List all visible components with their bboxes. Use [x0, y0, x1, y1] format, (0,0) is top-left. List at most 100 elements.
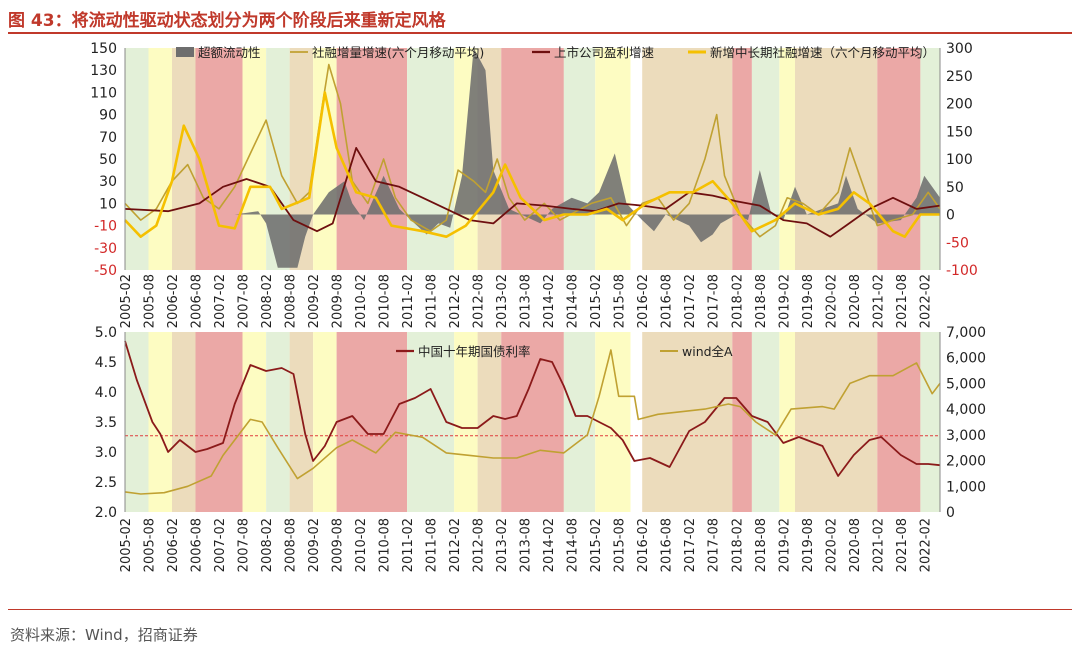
- top-legend: 超额流动性 社融增量增速(六个月移动平均) 上市公司盈利增速 新增中长期社融增速（六个…: [176, 45, 935, 60]
- bottom-regime-band-green: [563, 332, 596, 512]
- bottom-x-tick-label: 2012-02: [448, 518, 463, 572]
- top-x-tick-label: 2006-02: [166, 274, 181, 328]
- bottom-regime-band-yellow: [242, 332, 266, 512]
- top-x-tick-label: 2005-02: [119, 274, 134, 328]
- bottom-x-tick-label: 2016-08: [660, 518, 675, 572]
- bottom-series-line: [124, 349, 941, 495]
- bottom-regime-band-tan: [477, 332, 502, 512]
- top-left-tick-label: 110: [90, 85, 117, 101]
- bottom-regime-band-green: [920, 332, 940, 512]
- top-x-tick-label: 2015-08: [613, 274, 628, 328]
- bottom-x-tick-label: 2016-02: [636, 518, 651, 572]
- bottom-regime-band-yellow: [454, 332, 478, 512]
- bottom-axes: 5.0 4.5 4.0 3.5 3.0 2.5 2.0 7,000 6,000 5,000 4,00…: [95, 325, 986, 572]
- bottom-right-tick-label: 6,000: [946, 351, 986, 367]
- top-regime-band-green: [751, 48, 780, 270]
- bottom-x-tick-label: 2021-08: [895, 518, 910, 572]
- top-right-tick-label: 50: [946, 180, 964, 196]
- top-x-tick-label: 2011-08: [425, 274, 440, 328]
- bottom-x-tick-label: 2012-08: [472, 518, 487, 572]
- top-left-tick-label: 50: [99, 152, 117, 168]
- top-x-tick-label: 2020-02: [824, 274, 839, 328]
- bottom-x-tick-label: 2015-02: [589, 518, 604, 572]
- top-left-tick-label: 10: [99, 196, 117, 212]
- top-regime-band-tan: [795, 48, 878, 270]
- bottom-regime-band-red: [877, 332, 921, 512]
- top-x-tick-label: 2006-08: [190, 274, 205, 328]
- bottom-x-tick-label: 2014-08: [566, 518, 581, 572]
- top-regime-band-red: [732, 48, 752, 270]
- bottom-x-tick-label: 2009-02: [307, 518, 322, 572]
- bottom-right-tick-label: 2,000: [946, 454, 986, 470]
- top-x-tick-label: 2017-02: [683, 274, 698, 328]
- top-x-tick-label: 2008-02: [260, 274, 275, 328]
- top-x-tick-label: 2013-08: [519, 274, 534, 328]
- bottom-x-tick-label: 2005-02: [119, 518, 134, 572]
- bottom-x-tick-label: 2017-08: [707, 518, 722, 572]
- bottom-series: [124, 340, 941, 495]
- bottom-x-tick-label: 2011-02: [401, 518, 416, 572]
- top-series-line: [124, 146, 941, 238]
- bottom-x-tick-label: 2017-02: [683, 518, 698, 572]
- top-legend-label: 超额流动性: [198, 45, 261, 60]
- top-regime-band-green: [125, 48, 149, 270]
- top-legend-label: 上市公司盈利增速: [554, 45, 655, 60]
- top-x-tick-label: 2021-02: [871, 274, 886, 328]
- top-series--area-excess-liquidity: [125, 48, 940, 268]
- bottom-regime-band-green: [266, 332, 290, 512]
- top-left-tick-label: -10: [94, 219, 117, 235]
- bottom-x-tick-label: 2014-02: [542, 518, 557, 572]
- top-left-tick-label: 130: [90, 63, 117, 79]
- top-x-tick-label: 2013-02: [495, 274, 510, 328]
- bottom-series-line: [124, 340, 941, 477]
- top-legend-swatch: [176, 47, 194, 57]
- top-right-tick-label: 250: [946, 69, 973, 85]
- figure-title: 图 43：将流动性驱动状态划分为两个阶段后来重新定风格: [8, 11, 446, 31]
- top-regime-band-red: [501, 48, 564, 270]
- bottom-regime-band-tan: [642, 332, 733, 512]
- bottom-x-tick-label: 2020-02: [824, 518, 839, 572]
- bottom-regime-band-red: [732, 332, 752, 512]
- source-note: 资料来源：Wind，招商证券: [10, 626, 198, 644]
- top-regime-band-green: [920, 48, 940, 270]
- bottom-left-tick-label: 4.0: [95, 385, 117, 401]
- bottom-x-tick-label: 2013-08: [519, 518, 534, 572]
- bottom-right-tick-label: 5,000: [946, 376, 986, 392]
- top-axes: 150 130 110 90 70 50 30 10 -10 -30 -50 300 250 200 150…: [90, 41, 978, 328]
- bottom-left-tick-label: 4.5: [95, 355, 117, 371]
- top-series: [124, 48, 941, 268]
- bottom-regime-band-tan: [289, 332, 314, 512]
- top-regime-band-tan: [172, 48, 196, 270]
- top-x-tick-label: 2016-02: [636, 274, 651, 328]
- top-right-tick-label: 0: [946, 208, 955, 224]
- top-regime-band-tan: [642, 48, 733, 270]
- top-right-tick-label: 200: [946, 97, 973, 113]
- bottom-x-tick-label: 2008-08: [284, 518, 299, 572]
- top-x-tick-label: 2009-08: [331, 274, 346, 328]
- bottom-left-tick-label: 3.5: [95, 415, 117, 431]
- top-left-tick-label: 90: [99, 108, 117, 124]
- bottom-regime-band-red: [336, 332, 408, 512]
- bottom-legend-label: wind全A: [682, 344, 733, 359]
- top-x-tick-label: 2018-08: [754, 274, 769, 328]
- bottom-left-tick-label: 2.5: [95, 475, 117, 491]
- bottom-regime-band-tan: [172, 332, 196, 512]
- bottom-regime-band-yellow: [779, 332, 796, 512]
- top-x-tick-label: 2014-02: [542, 274, 557, 328]
- top-legend-label: 新增中长期社融增速（六个月移动平均）: [710, 45, 935, 60]
- bottom-x-tick-label: 2009-08: [331, 518, 346, 572]
- top-right-tick-label: 300: [946, 41, 973, 57]
- bottom-x-tick-label: 2018-02: [730, 518, 745, 572]
- top-regime-band-yellow: [779, 48, 796, 270]
- bottom-right-tick-label: 7,000: [946, 325, 986, 341]
- top-regime-band-red: [877, 48, 921, 270]
- bottom-x-tick-label: 2005-08: [143, 518, 158, 572]
- bottom-x-tick-label: 2021-02: [871, 518, 886, 572]
- top-series-line: [124, 63, 941, 238]
- top-x-tick-label: 2021-08: [895, 274, 910, 328]
- bottom-regime-band-red: [501, 332, 564, 512]
- top-left-tick-label: 70: [99, 130, 117, 146]
- bottom-legend-label: 中国十年期国债利率: [418, 344, 531, 359]
- top-x-tick-label: 2019-02: [777, 274, 792, 328]
- bottom-x-tick-label: 2019-02: [777, 518, 792, 572]
